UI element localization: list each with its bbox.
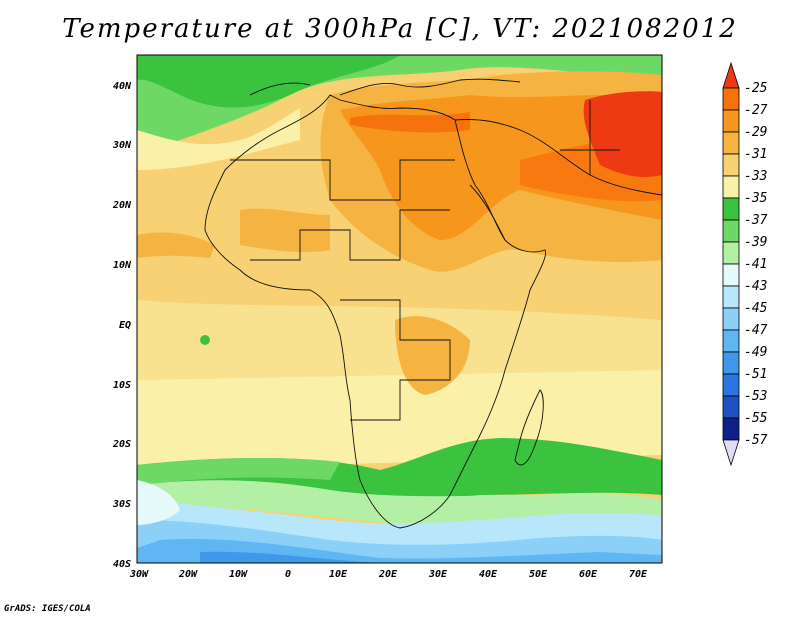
colorbar-label: -49 — [744, 345, 767, 360]
lon-label: 10W — [229, 569, 248, 580]
colorbar-label: -51 — [744, 367, 767, 382]
colorbar-swatch — [722, 153, 740, 177]
colorbar-label: -31 — [744, 147, 767, 162]
lon-label: 30E — [428, 569, 448, 580]
lon-label: 40E — [479, 569, 498, 580]
map-title: Temperature at 300hPa [C], VT: 202108201… — [62, 14, 738, 44]
lat-label: 20S — [112, 439, 131, 450]
lon-label: 10E — [329, 569, 348, 580]
lat-label: 30S — [112, 499, 131, 510]
colorbar-label: -35 — [744, 191, 768, 206]
colorbar-label: -41 — [744, 257, 767, 272]
lat-label: 30N — [112, 140, 132, 151]
colorbar-label: -33 — [744, 169, 767, 184]
colorbar-swatch — [722, 395, 740, 419]
colorbar-swatch — [722, 241, 740, 265]
coastlines — [204, 78, 662, 529]
temperature-field — [137, 55, 662, 563]
colorbar-label: -45 — [744, 301, 768, 316]
colorbar-label: -43 — [744, 279, 767, 294]
colorbar-swatch — [722, 87, 740, 111]
colorbar-swatch — [722, 285, 740, 309]
colorbar-label: -37 — [744, 213, 768, 228]
colorbar-label: -53 — [744, 389, 767, 404]
grads-credit: GrADS: IGES/COLA — [4, 604, 91, 614]
colorbar-label: -27 — [744, 103, 768, 118]
colorbar-label: -57 — [744, 433, 768, 448]
colorbar-label: -25 — [744, 81, 768, 96]
colorbar-swatch — [722, 131, 740, 155]
lat-label: 10S — [113, 380, 131, 391]
lon-label: 20E — [378, 569, 398, 580]
lat-label: 10N — [113, 260, 132, 271]
lat-label: 40N — [113, 81, 132, 92]
colorbar-swatch — [722, 197, 740, 221]
colorbar-swatch — [722, 373, 740, 397]
colorbar-swatch — [722, 219, 740, 243]
colorbar-label: -29 — [744, 125, 767, 140]
colorbar-swatch — [722, 263, 740, 287]
colorbar-label: -39 — [744, 235, 767, 250]
lon-label: 20W — [178, 569, 198, 580]
colorbar-swatch — [722, 329, 740, 353]
colorbar: -25 -27 -29 -31 -33 -35 -37 -39 -41 -43 -45 -47 -49 -… — [722, 61, 768, 467]
longitude-axis: 30W 20W 10W 0 10E 20E 30E 40E 50E 60E 70… — [129, 569, 648, 580]
colorbar-swatch — [722, 351, 740, 375]
colorbar-label: -55 — [744, 411, 768, 426]
colorbar-top-arrow — [722, 61, 740, 89]
lat-label: EQ — [119, 320, 131, 331]
colorbar-swatch — [722, 307, 740, 331]
colorbar-swatch — [722, 175, 740, 199]
lon-label: 0 — [285, 569, 291, 580]
lon-label: 50E — [529, 569, 548, 580]
colorbar-bottom-arrow — [722, 439, 740, 467]
plot-frame — [136, 54, 663, 564]
colorbar-label: -47 — [744, 323, 768, 338]
lon-label: 70E — [629, 569, 648, 580]
lat-label: 40S — [113, 559, 131, 570]
colorbar-swatch — [722, 109, 740, 133]
colorbar-swatch — [722, 417, 740, 441]
lat-label: 20N — [112, 200, 132, 211]
lon-label: 30W — [129, 569, 149, 580]
latitude-axis: 40N 30N 20N 10N EQ 10S 20S 30S 40S — [112, 81, 132, 570]
lon-label: 60E — [579, 569, 598, 580]
